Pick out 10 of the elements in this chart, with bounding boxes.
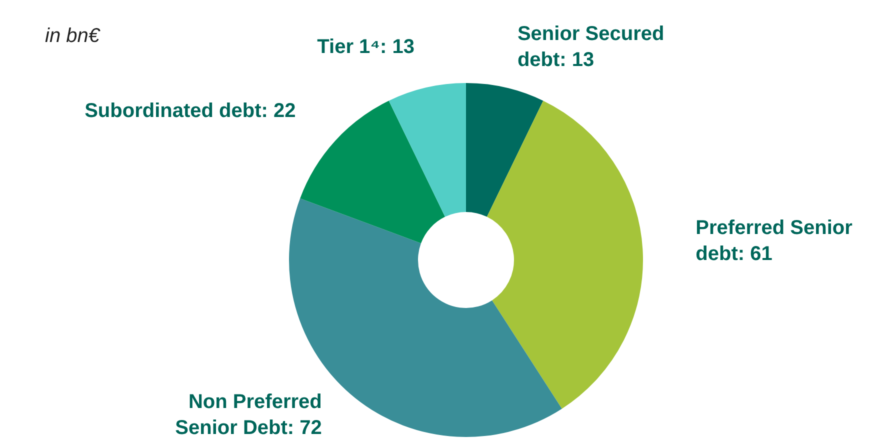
slice-label: Preferred Senior debt: 61 — [696, 217, 853, 266]
donut-slice — [388, 83, 466, 217]
slice-label: Non Preferred Senior Debt: 72 — [175, 391, 322, 439]
slice-label: Subordinated debt: 22 — [84, 100, 296, 122]
donut-slice — [486, 100, 643, 409]
slice-label: Senior Secured debt: 13 — [517, 22, 664, 71]
donut-slice — [466, 83, 544, 217]
donut-slice — [300, 100, 446, 244]
slice-label: Tier 1⁴: 13 — [317, 36, 415, 58]
chart-subtitle: in bn€ — [45, 25, 100, 47]
